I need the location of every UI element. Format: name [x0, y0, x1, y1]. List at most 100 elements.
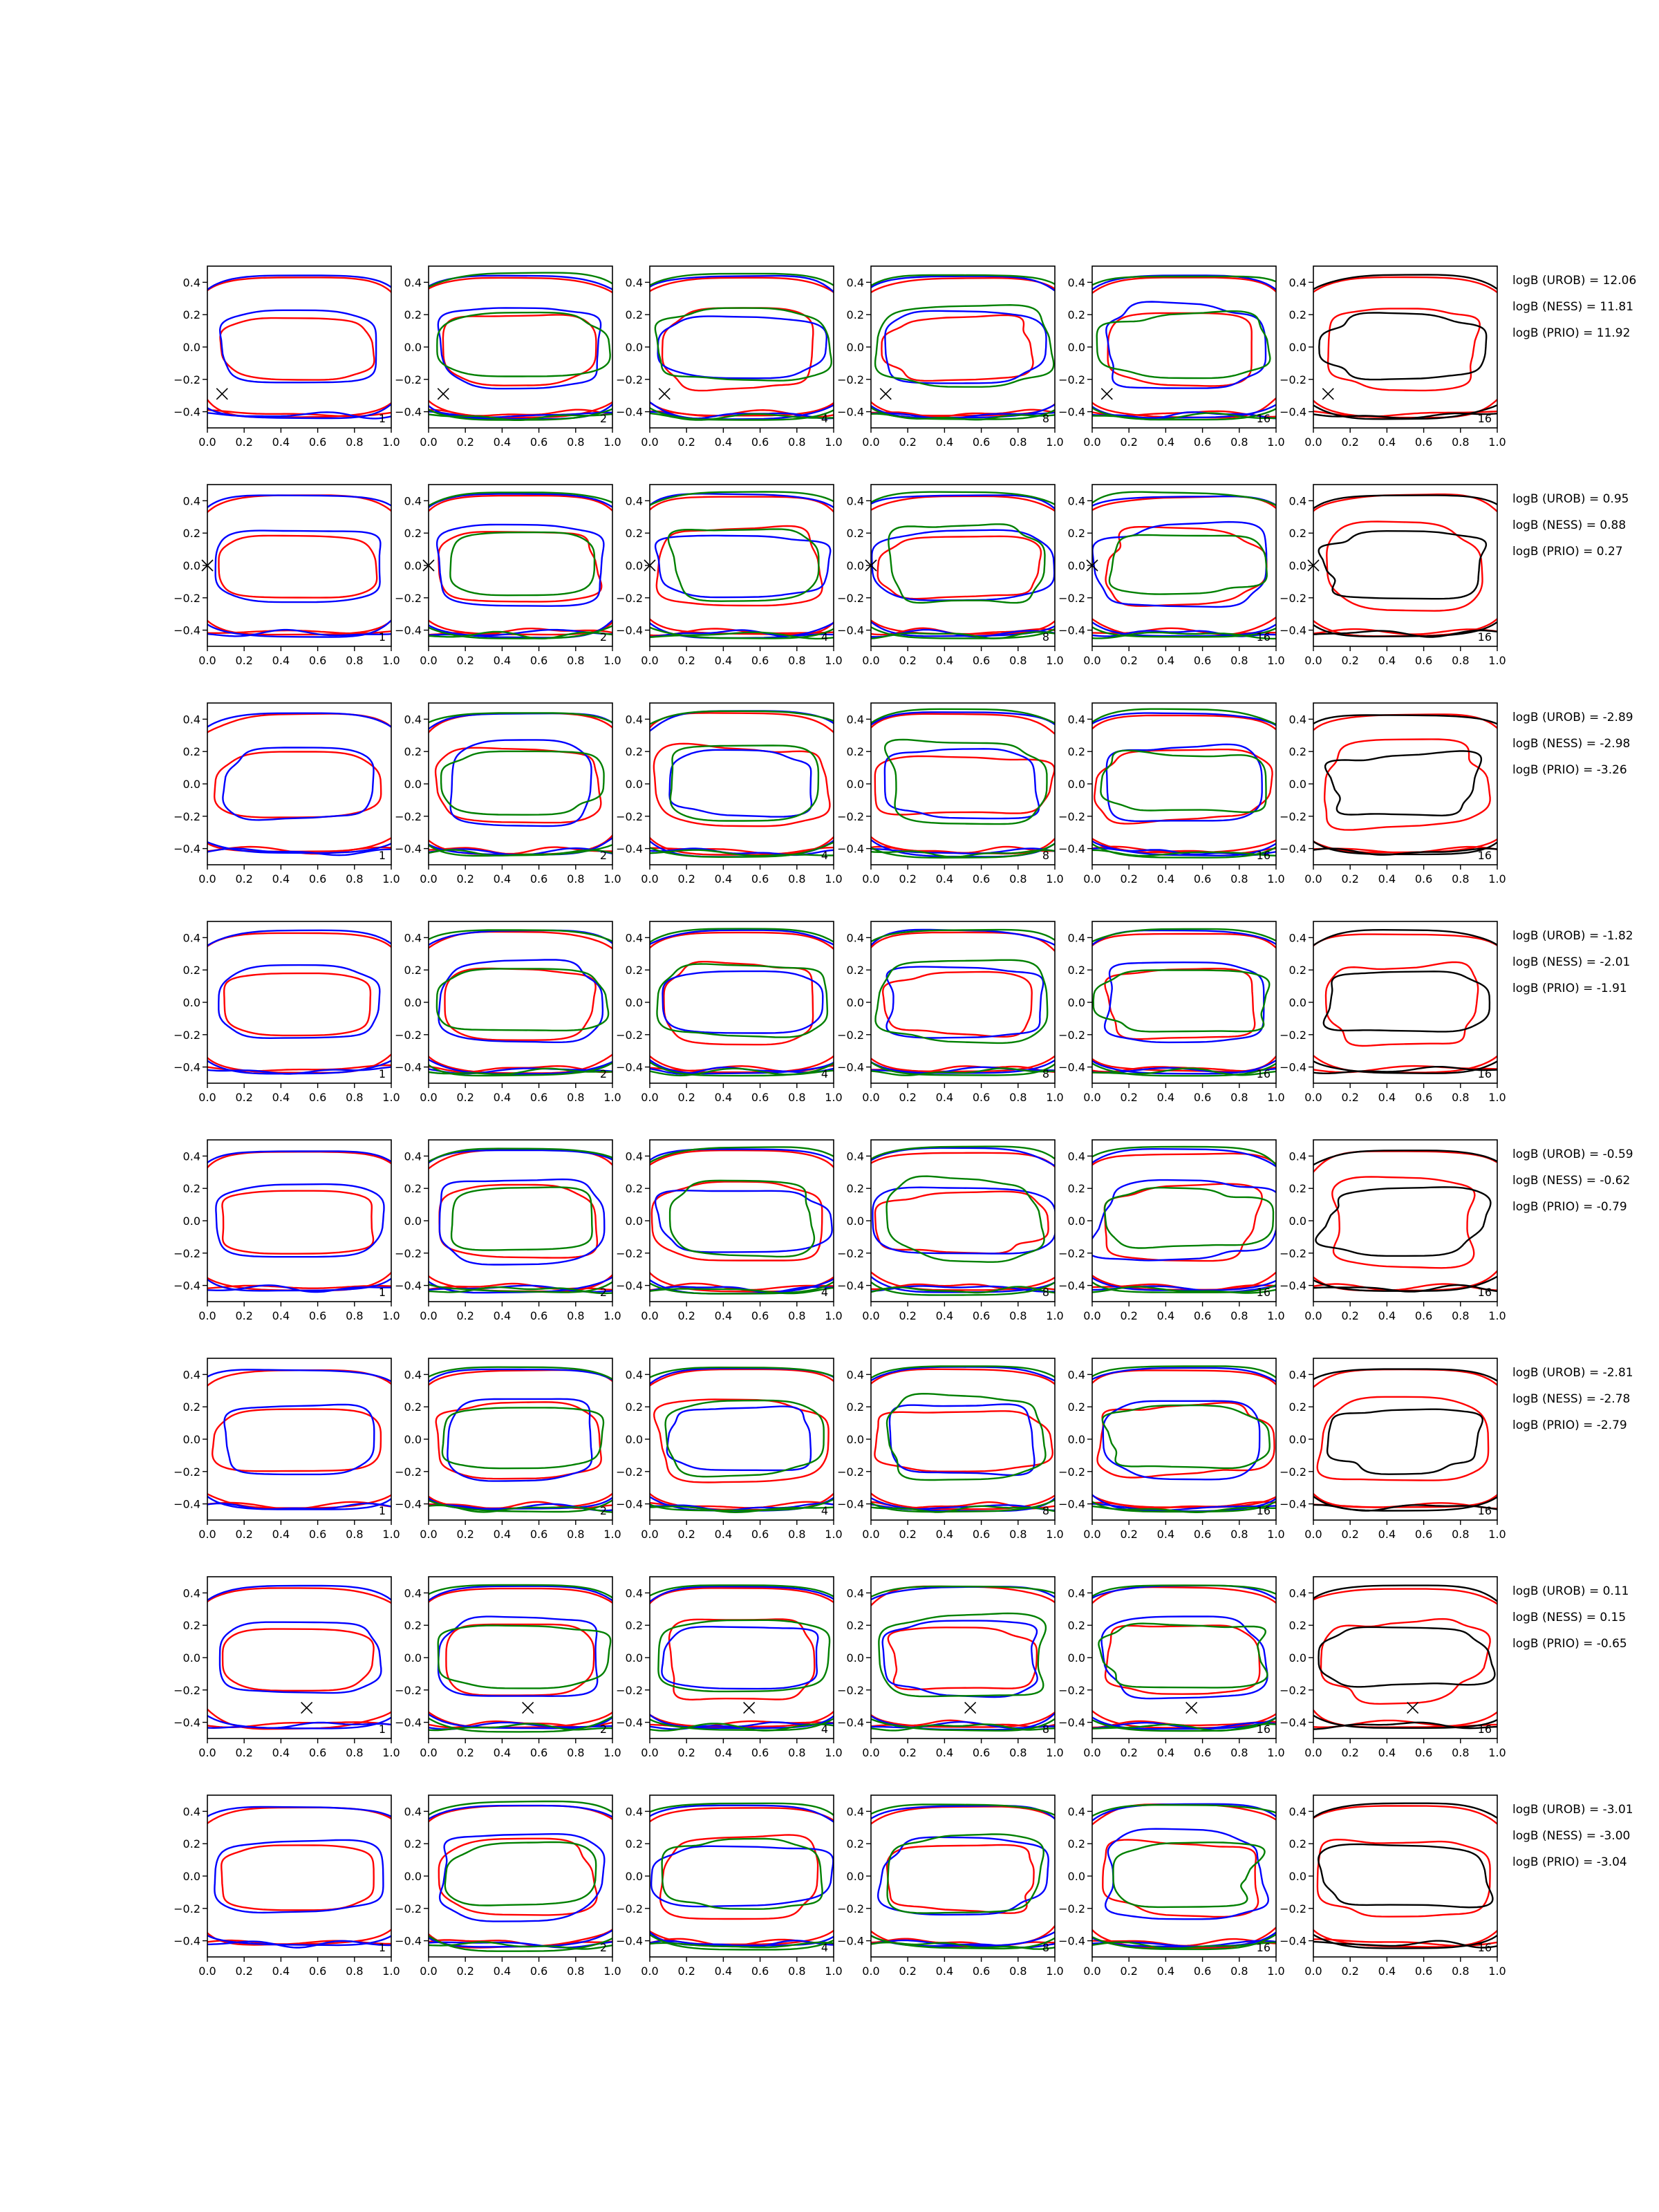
- series-red-loop: [653, 742, 831, 827]
- series-green-outer: [871, 1585, 1055, 1732]
- curves: [429, 712, 612, 857]
- x-tick-label: 0.8: [346, 1528, 363, 1541]
- x-tick-label: 1.0: [382, 1309, 400, 1322]
- y-tick-label: −0.4: [616, 1498, 643, 1511]
- y-tick-label: 0.0: [626, 996, 643, 1009]
- axes-frame: [428, 1576, 613, 1739]
- series-green-band: [650, 849, 834, 857]
- axes-frame: [1313, 484, 1498, 647]
- y-tick-label: −0.2: [616, 373, 643, 386]
- series-red-outer: [1313, 713, 1497, 854]
- logb-annotation: logB (NESS) = -2.78: [1512, 1392, 1630, 1406]
- x-tick-label: 0.0: [862, 1528, 879, 1541]
- series-red-band: [429, 628, 612, 636]
- x-tick-label: 0.8: [1452, 1309, 1469, 1322]
- x-tick-label: 0.8: [567, 435, 584, 449]
- series-green-loop: [874, 303, 1055, 388]
- axes-frame: [428, 1794, 613, 1958]
- x-tick-label: 0.2: [1120, 435, 1137, 449]
- series-red-band: [871, 1283, 1055, 1291]
- panel-r6-c1: 0.0 0.2 0.4 0.6 0.8 1.0 −0.4 −0.2 0.0 0.2 0.4 1: [174, 1358, 400, 1541]
- x-tick-label: 0.4: [1378, 1965, 1396, 1978]
- curves: [429, 929, 612, 1077]
- y-tick-label: 0.0: [1068, 996, 1085, 1009]
- series-blue-band: [650, 629, 834, 638]
- series-blue-outer: [429, 1368, 612, 1510]
- series-red-loop: [1324, 738, 1491, 831]
- panel-label: 4: [821, 1941, 828, 1954]
- panel-label: 8: [1042, 1941, 1049, 1954]
- y-tick-label: −0.2: [1280, 1684, 1306, 1697]
- series-green-loop: [1103, 1187, 1275, 1249]
- y-tick-label: −0.4: [616, 1716, 643, 1730]
- x-tick-label: 0.6: [973, 1528, 990, 1541]
- panel-label: 16: [1257, 1067, 1271, 1080]
- x-tick-label: 0.6: [1415, 435, 1432, 449]
- x-tick-label: 0.6: [1194, 1309, 1211, 1322]
- x-tick-label: 0.6: [530, 1528, 547, 1541]
- x-tick-label: 0.0: [420, 1309, 437, 1322]
- x-tick-label: 0.8: [567, 872, 584, 885]
- x-tick-label: 0.6: [751, 1309, 769, 1322]
- series-blue-outer: [1092, 495, 1276, 637]
- x-tick-label: 0.0: [1083, 1528, 1100, 1541]
- logb-annotation: logB (UROB) = -1.82: [1512, 929, 1633, 943]
- axes-frame: [649, 1794, 834, 1958]
- x-tick-label: 0.8: [346, 1309, 363, 1322]
- x-tick-label: 1.0: [382, 435, 400, 449]
- y-tick-label: 0.0: [404, 778, 422, 791]
- series-green-loop: [874, 959, 1049, 1044]
- y-tick-label: 0.4: [1068, 713, 1085, 726]
- y-tick-label: 0.2: [183, 527, 200, 540]
- x-tick-label: 1.0: [1046, 1309, 1063, 1322]
- panel-label: 1: [379, 1504, 386, 1517]
- series-green-band: [429, 1286, 612, 1295]
- series-red-band: [1313, 410, 1497, 418]
- y-tick-label: −0.4: [616, 624, 643, 637]
- curves: [1313, 713, 1497, 856]
- x-tick-label: 0.4: [936, 654, 953, 667]
- x-tick-label: 1.0: [1046, 435, 1063, 449]
- series-green-band: [1092, 412, 1276, 421]
- panel-r7-c3: 0.0 0.2 0.4 0.6 0.8 1.0 −0.4 −0.2 0.0 0.2 0.4 4: [616, 1576, 843, 1759]
- curves: [650, 272, 834, 421]
- x-tick-label: 0.2: [456, 1528, 474, 1541]
- y-tick-label: 0.4: [404, 931, 422, 944]
- series-green-loop: [669, 744, 820, 822]
- y-tick-label: −0.2: [1058, 1029, 1085, 1042]
- panel-r8-c4: 0.0 0.2 0.4 0.6 0.8 1.0 −0.4 −0.2 0.0 0.2 0.4 8: [837, 1794, 1064, 1978]
- curves: [871, 274, 1055, 421]
- series-blue-loop: [657, 315, 828, 379]
- x-tick-label: 0.4: [715, 1965, 732, 1978]
- x-tick-label: 0.4: [494, 1091, 511, 1104]
- y-tick-label: −0.4: [1280, 1935, 1306, 1948]
- curves: [871, 708, 1055, 859]
- x-tick-label: 0.2: [1341, 435, 1358, 449]
- y-tick-label: −0.4: [174, 406, 200, 419]
- axes-frame: [649, 1358, 834, 1521]
- y-tick-label: 0.2: [847, 964, 864, 977]
- x-tick-label: 0.0: [1304, 654, 1322, 667]
- y-tick-label: 0.0: [183, 559, 200, 572]
- x-tick-label: 0.2: [1341, 1091, 1358, 1104]
- y-tick-label: −0.2: [837, 1465, 864, 1479]
- axes-frame: [1091, 484, 1277, 647]
- series-green-loop: [441, 1407, 605, 1470]
- series-red-outer: [429, 1148, 612, 1293]
- series-blue-band: [650, 1286, 834, 1293]
- y-tick-label: −0.4: [1280, 1716, 1306, 1730]
- x-tick-label: 0.6: [1194, 1746, 1211, 1759]
- x-tick-label: 0.0: [641, 1965, 658, 1978]
- y-tick-label: −0.4: [837, 1498, 864, 1511]
- x-tick-label: 0.6: [309, 1309, 326, 1322]
- series-green-band: [871, 849, 1055, 858]
- axes-frame: [870, 484, 1056, 647]
- panel-r7-c1: 0.0 0.2 0.4 0.6 0.8 1.0 −0.4 −0.2 0.0 0.2 0.4 1: [174, 1576, 400, 1759]
- x-tick-label: 0.2: [1341, 1746, 1358, 1759]
- series-blue-band: [207, 411, 391, 420]
- y-tick-label: 0.4: [626, 931, 643, 944]
- series-red-loop: [1324, 961, 1479, 1047]
- panel-label: 4: [821, 1067, 828, 1080]
- panel-label: 4: [821, 630, 828, 644]
- panel-label: 2: [600, 1504, 607, 1517]
